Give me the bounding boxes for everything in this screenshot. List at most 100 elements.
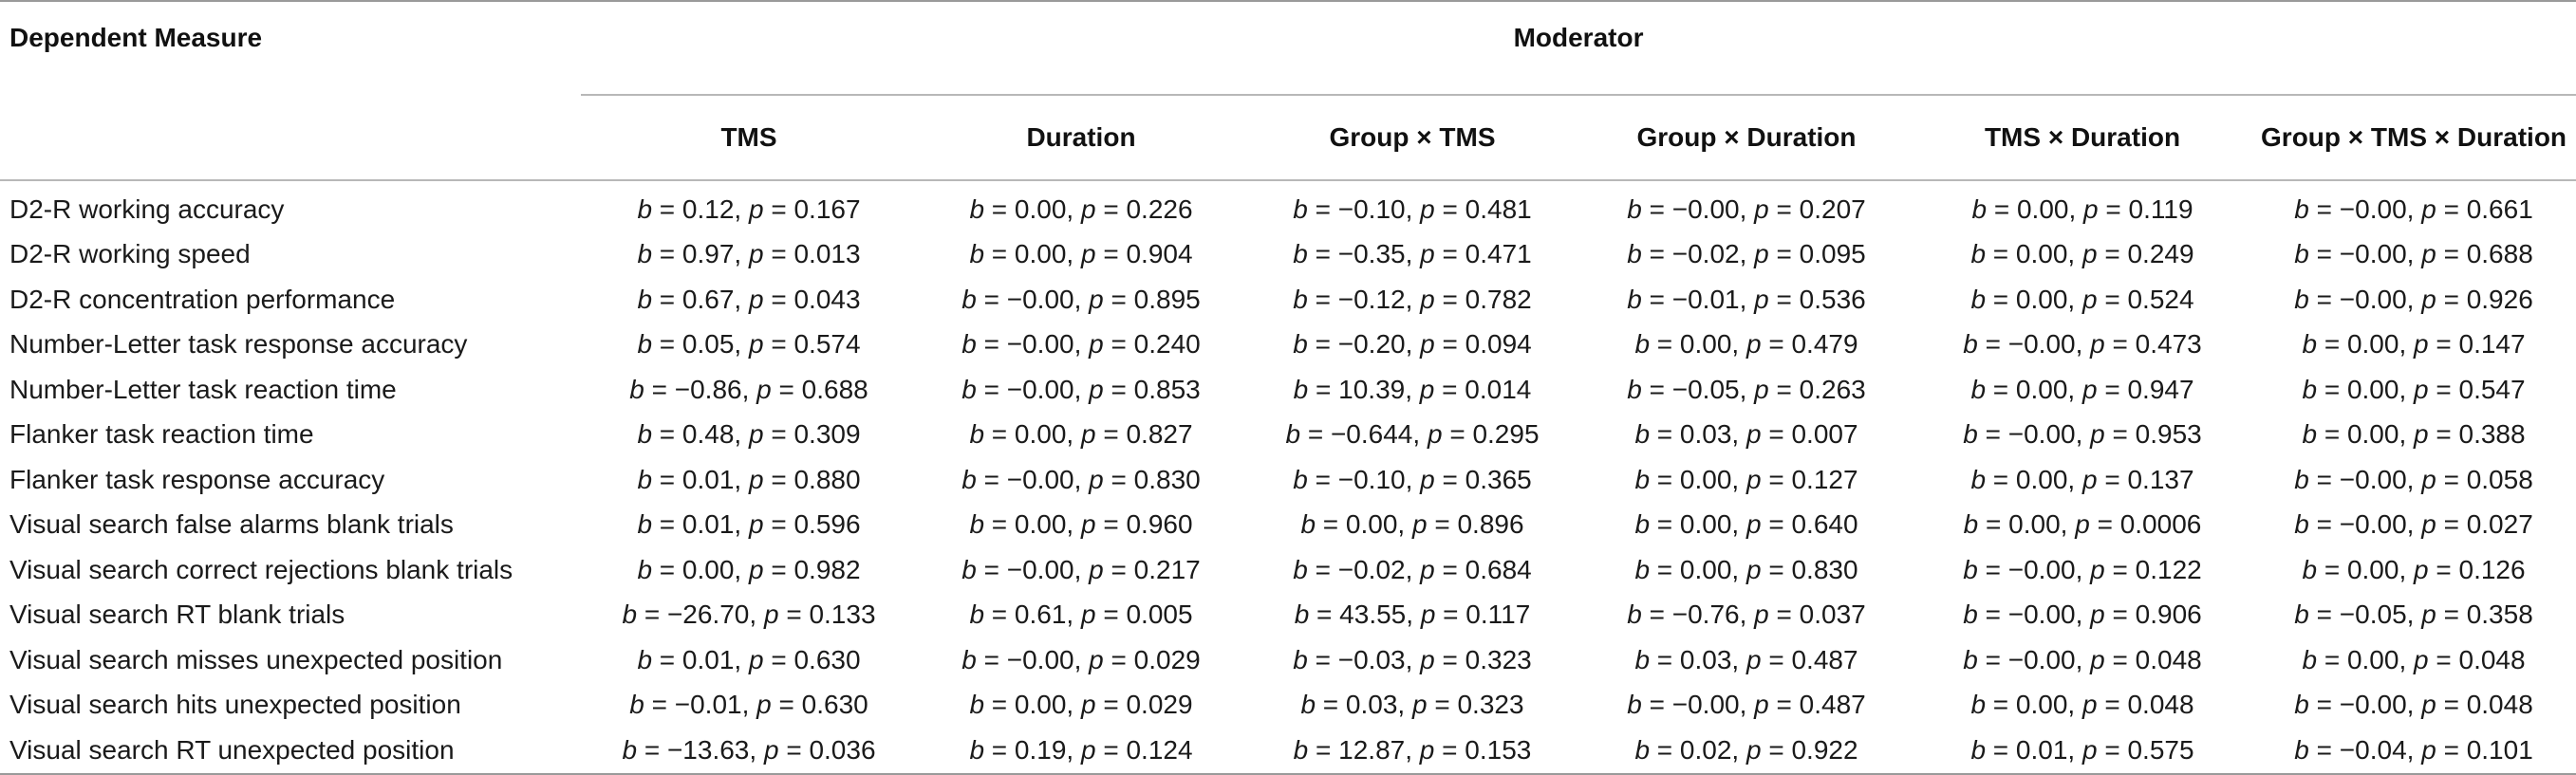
cell-tms-duration: b = 0.00, p = 0.119 bbox=[1913, 180, 2251, 232]
b-value: = 0.01, bbox=[659, 509, 742, 540]
symbol-b: b bbox=[1627, 194, 1642, 224]
b-value: = 0.00, bbox=[991, 509, 1074, 540]
symbol-p: p bbox=[748, 644, 764, 674]
cell-duration: b = 0.19, p = 0.124 bbox=[917, 728, 1245, 775]
b-value: = 0.00, bbox=[2324, 419, 2407, 450]
symbol-p: p bbox=[748, 239, 764, 269]
dependent-measure-label: Visual search false alarms blank trials bbox=[9, 509, 454, 540]
symbol-b: b bbox=[637, 554, 653, 584]
p-value: = 0.904 bbox=[1103, 239, 1193, 269]
symbol-b: b bbox=[629, 374, 644, 404]
p-value: = 0.487 bbox=[1776, 690, 1866, 720]
symbol-p: p bbox=[2414, 644, 2429, 674]
symbol-p: p bbox=[748, 554, 764, 584]
symbol-p: p bbox=[1754, 374, 1769, 404]
cell-group-tms: b = −0.20, p = 0.094 bbox=[1245, 323, 1579, 368]
symbol-b: b bbox=[1627, 690, 1642, 720]
symbol-p: p bbox=[1427, 419, 1443, 450]
p-value: = 0.122 bbox=[2112, 554, 2202, 584]
symbol-b: b bbox=[622, 600, 638, 630]
b-value: = 0.00, bbox=[1656, 554, 1740, 584]
b-value: = 0.01, bbox=[659, 464, 742, 494]
symbol-p: p bbox=[748, 419, 764, 450]
p-value: = 0.782 bbox=[1442, 284, 1532, 314]
symbol-b: b bbox=[2294, 464, 2309, 494]
header-col-tms-duration: TMS × Duration bbox=[1913, 94, 2251, 180]
b-value: = 0.00, bbox=[1992, 464, 2076, 494]
dependent-measure-label: Visual search RT unexpected position bbox=[0, 728, 581, 775]
p-value: = 0.133 bbox=[786, 600, 876, 630]
cell-group-duration: b = 0.00, p = 0.830 bbox=[1579, 547, 1913, 593]
header-col-tms: TMS bbox=[581, 94, 917, 180]
symbol-b: b bbox=[1970, 464, 1987, 494]
p-value: = 0.481 bbox=[1442, 194, 1532, 224]
symbol-b: b bbox=[2294, 194, 2309, 224]
p-value: = 0.295 bbox=[1449, 419, 1540, 450]
b-value: = 0.12, bbox=[659, 194, 742, 224]
p-value: = 0.323 bbox=[1442, 644, 1532, 674]
b-value: = −0.00, bbox=[1985, 329, 2083, 360]
symbol-b: b bbox=[1634, 554, 1651, 584]
p-value: = 0.880 bbox=[771, 464, 861, 494]
b-value: = 0.01, bbox=[1992, 734, 2076, 765]
cell-tms: b = 0.12, p = 0.167 bbox=[581, 180, 917, 232]
p-value: = 0.027 bbox=[2443, 509, 2533, 540]
b-value: = −0.10, bbox=[1315, 464, 1413, 494]
symbol-b: b bbox=[1300, 509, 1316, 540]
cell-group-duration: b = −0.01, p = 0.536 bbox=[1579, 277, 1913, 323]
b-value: = 0.00, bbox=[659, 554, 742, 584]
b-value: = 0.00, bbox=[1992, 690, 2076, 720]
symbol-b: b bbox=[969, 690, 985, 720]
symbol-p: p bbox=[748, 194, 764, 224]
symbol-b: b bbox=[969, 419, 985, 450]
b-value: = 43.55, bbox=[1316, 600, 1414, 630]
p-value: = 0.953 bbox=[2112, 419, 2202, 450]
p-value: = 0.119 bbox=[2105, 194, 2193, 224]
b-value: = −0.00, bbox=[983, 644, 1082, 674]
symbol-p: p bbox=[1745, 329, 1762, 360]
p-value: = 0.640 bbox=[1768, 509, 1858, 540]
b-value: = −0.00, bbox=[1985, 600, 2083, 630]
b-value: = −0.00, bbox=[983, 374, 1082, 404]
symbol-p: p bbox=[1411, 509, 1428, 540]
cell-duration: b = 0.00, p = 0.029 bbox=[917, 683, 1245, 729]
b-value: = −0.05, bbox=[1649, 374, 1747, 404]
header-col-group-duration: Group × Duration bbox=[1579, 94, 1913, 180]
table-row: Number-Letter task reaction time b = −0.8… bbox=[0, 367, 2576, 413]
b-value: = 0.01, bbox=[659, 644, 742, 674]
cell-group-tms-duration: b = 0.00, p = 0.388 bbox=[2251, 413, 2576, 458]
p-value: = 0.853 bbox=[1111, 374, 1201, 404]
b-value: = 0.61, bbox=[991, 600, 1074, 630]
cell-tms-duration: b = −0.00, p = 0.122 bbox=[1913, 547, 2251, 593]
b-value: = −0.00, bbox=[983, 464, 1082, 494]
b-value: = −0.00, bbox=[1985, 554, 2083, 584]
symbol-p: p bbox=[2414, 419, 2429, 450]
cell-group-tms-duration: b = −0.00, p = 0.688 bbox=[2251, 232, 2576, 278]
b-value: = −0.00, bbox=[2316, 464, 2415, 494]
cell-group-tms: b = 43.55, p = 0.117 bbox=[1245, 593, 1579, 638]
b-value: = −0.05, bbox=[2316, 600, 2415, 630]
symbol-b: b bbox=[2294, 690, 2309, 720]
cell-tms: b = 0.05, p = 0.574 bbox=[581, 323, 917, 368]
symbol-b: b bbox=[1293, 644, 1308, 674]
p-value: = 0.240 bbox=[1111, 329, 1201, 360]
dependent-measure-label: D2-R working accuracy bbox=[9, 194, 285, 224]
symbol-b: b bbox=[2302, 554, 2318, 584]
cell-duration: b = 0.61, p = 0.005 bbox=[917, 593, 1245, 638]
symbol-p: p bbox=[2414, 554, 2429, 584]
cell-group-tms-duration: b = 0.00, p = 0.147 bbox=[2251, 323, 2576, 368]
table-row: Visual search false alarms blank trials b… bbox=[0, 503, 2576, 548]
cell-group-tms-duration: b = −0.05, p = 0.358 bbox=[2251, 593, 2576, 638]
cell-tms-duration: b = 0.00, p = 0.137 bbox=[1913, 457, 2251, 503]
symbol-p: p bbox=[1420, 284, 1435, 314]
symbol-b: b bbox=[637, 194, 653, 224]
b-value: = −0.10, bbox=[1315, 194, 1413, 224]
b-value: = −0.76, bbox=[1649, 600, 1747, 630]
cell-group-tms-duration: b = −0.00, p = 0.926 bbox=[2251, 277, 2576, 323]
symbol-p: p bbox=[2075, 509, 2090, 540]
symbol-p: p bbox=[2414, 374, 2429, 404]
p-value: = 0.207 bbox=[1776, 194, 1866, 224]
symbol-p: p bbox=[2081, 690, 2098, 720]
symbol-b: b bbox=[1634, 509, 1651, 540]
